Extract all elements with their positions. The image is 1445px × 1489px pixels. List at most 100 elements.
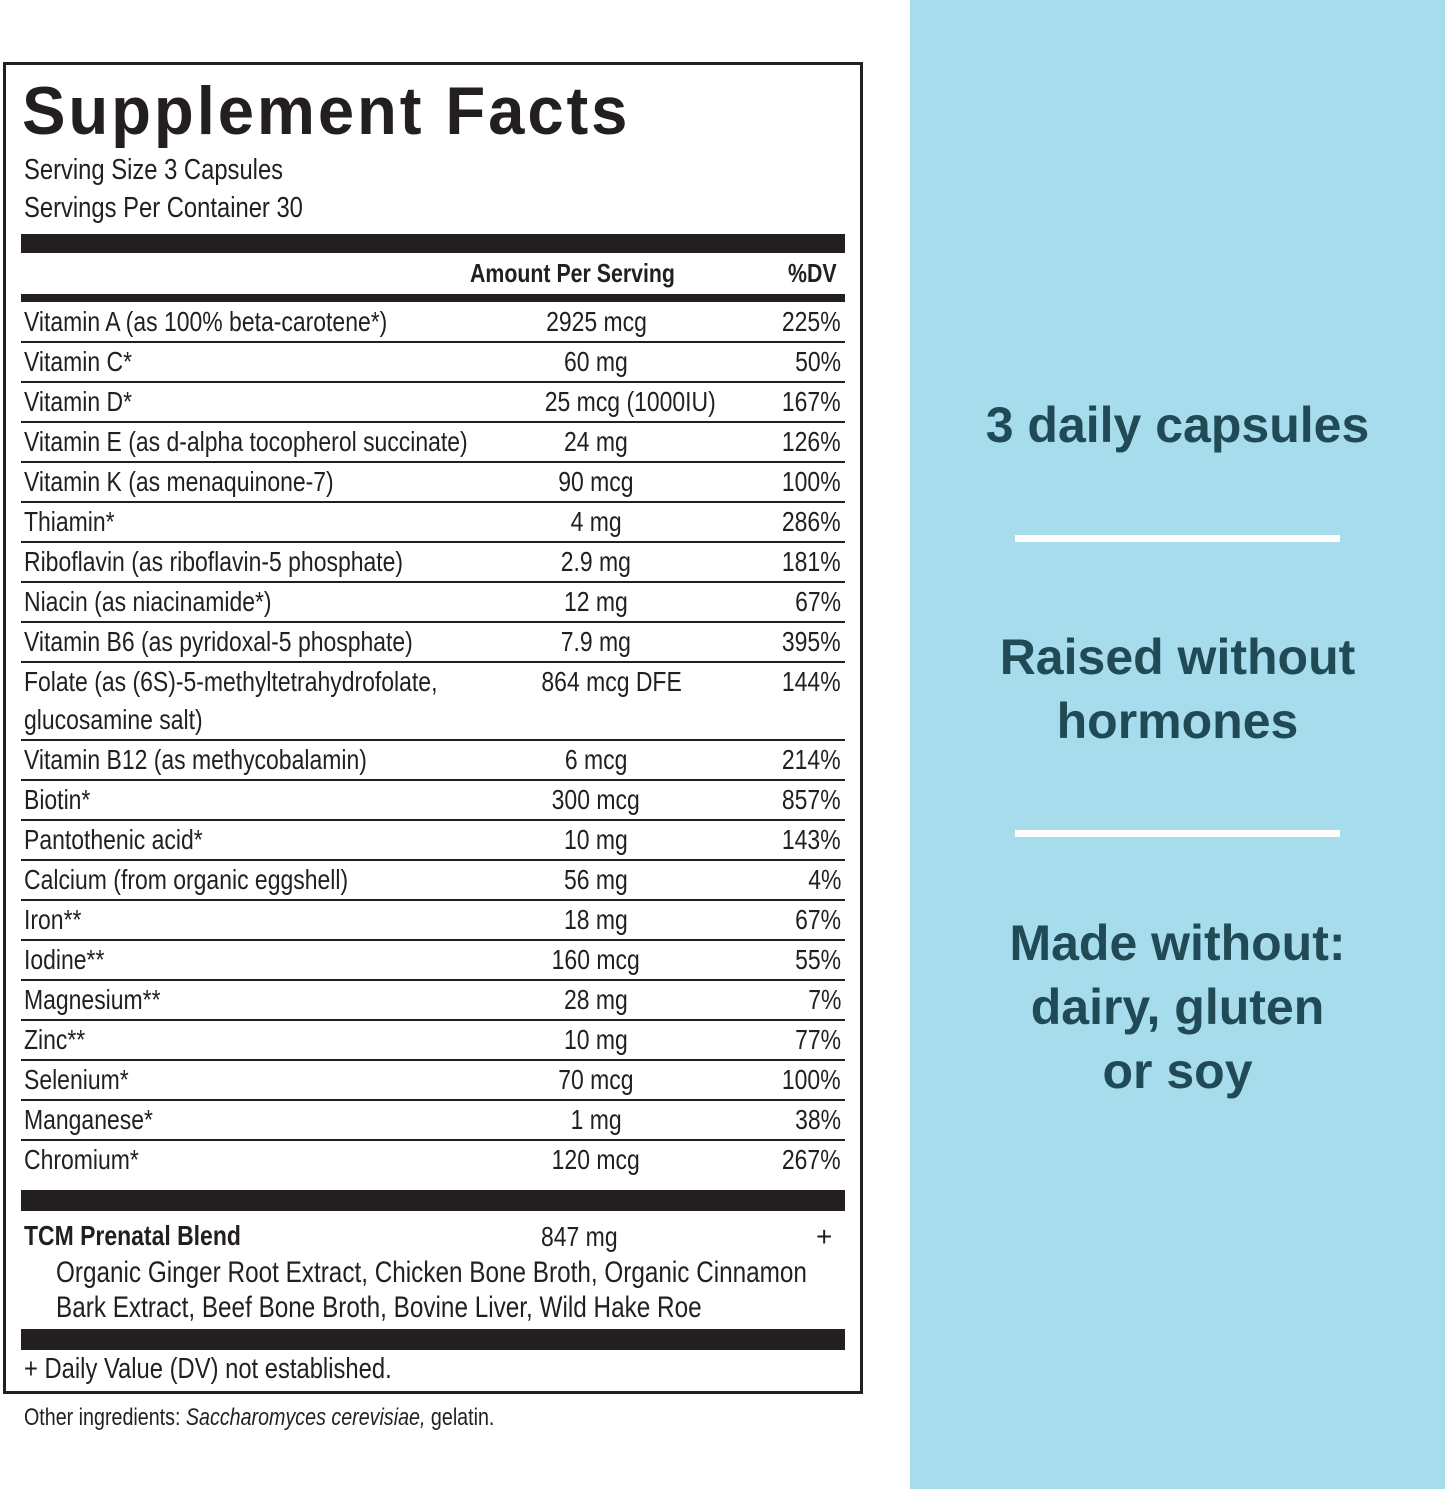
- dv-text: 50%: [795, 346, 841, 377]
- claim: Raised without hormones: [999, 629, 1356, 749]
- daily-value: 267%: [769, 1141, 841, 1179]
- amount: 2.9 mg: [526, 543, 666, 581]
- dv-text: 100%: [782, 1064, 841, 1095]
- nutrient-row: Zinc** 10 mg 77%: [21, 1021, 845, 1061]
- amount-text: 25 mcg (1000IU): [544, 386, 716, 417]
- dv-text: 225%: [782, 306, 841, 337]
- dv-text: 38%: [795, 1104, 841, 1135]
- dv-text: 77%: [795, 1024, 841, 1055]
- amount-text: 28 mg: [564, 984, 628, 1015]
- amount: 56 mg: [526, 861, 666, 899]
- nutrient-rows: Vitamin A (as 100% beta-carotene*) 2925 m…: [21, 303, 845, 1179]
- nutrient-row: Vitamin K (as menaquinone-7) 90 mcg 100%: [21, 463, 845, 503]
- other-label: Other ingredients:: [24, 1404, 181, 1431]
- daily-value: 77%: [785, 1021, 841, 1059]
- amount: 864 mcg DFE: [526, 663, 681, 701]
- divider: [21, 1329, 845, 1350]
- nutrient-row: Vitamin B12 (as methycobalamin) 6 mcg 214%: [21, 741, 845, 781]
- blend-name: TCM Prenatal Blend: [24, 1220, 288, 1252]
- dv-text: 55%: [795, 944, 841, 975]
- amount: 24 mg: [526, 423, 666, 461]
- nutrient-name: Manganese*: [24, 1104, 153, 1135]
- nutrient-row: Niacin (as niacinamide*) 12 mg 67%: [21, 583, 845, 623]
- amount-text: 1 mg: [570, 1104, 622, 1135]
- nutrient-name: Zinc**: [24, 1024, 86, 1055]
- amount: 28 mg: [526, 981, 666, 1019]
- col-dv: %DV: [788, 258, 837, 288]
- daily-value: 50%: [785, 343, 841, 381]
- dv-text: 144%: [782, 666, 841, 697]
- nutrient-row: Iron** 18 mg 67%: [21, 901, 845, 941]
- nutrient-row: Selenium* 70 mcg 100%: [21, 1061, 845, 1101]
- dv-text: 67%: [795, 904, 841, 935]
- nutrient-row: Calcium (from organic eggshell) 56 mg 4%: [21, 861, 845, 901]
- divider: [21, 234, 845, 253]
- daily-value: 126%: [769, 423, 841, 461]
- amount: 160 mcg: [526, 941, 666, 979]
- blend-ingredients: Organic Ginger Root Extract, Chicken Bon…: [56, 1256, 807, 1324]
- amount: 60 mg: [526, 343, 666, 381]
- amount-text: 7.9 mg: [560, 626, 632, 657]
- nutrient-name: Thiamin*: [24, 506, 115, 537]
- daily-value: 38%: [785, 1101, 841, 1139]
- nutrient-name: Biotin*: [24, 784, 91, 815]
- other-rest: gelatin.: [430, 1404, 495, 1431]
- amount-text: 4 mg: [570, 506, 622, 537]
- blend-amount: 847 mg: [541, 1221, 634, 1253]
- amount: 6 mcg: [526, 741, 666, 779]
- claim: Made without: dairy, gluten or soy: [1009, 915, 1346, 1099]
- divider: [21, 294, 845, 302]
- nutrient-name: Pantothenic acid*: [24, 824, 203, 855]
- title: Supplement Facts: [22, 73, 631, 149]
- nutrient-row: Vitamin A (as 100% beta-carotene*) 2925 m…: [21, 303, 845, 343]
- blend-name-text: TCM Prenatal Blend: [24, 1220, 241, 1251]
- serving-size-text: Serving Size 3 Capsules: [24, 154, 284, 186]
- amount-text: 2.9 mg: [560, 546, 632, 577]
- daily-value: 143%: [769, 821, 841, 859]
- nutrient-name: Vitamin D*: [24, 386, 133, 417]
- nutrient-name: Iron**: [24, 904, 82, 935]
- other-italic: Saccharomyces cerevisiae,: [185, 1404, 426, 1431]
- amount: 18 mg: [526, 901, 666, 939]
- nutrient-row: Vitamin E (as d-alpha tocopherol succina…: [21, 423, 845, 463]
- blend-amount-text: 847 mg: [541, 1221, 618, 1252]
- amount-text: 90 mcg: [558, 466, 634, 497]
- daily-value: 286%: [769, 503, 841, 541]
- nutrient-name: Selenium*: [24, 1064, 129, 1095]
- nutrient-row: Riboflavin (as riboflavin-5 phosphate) 2.…: [21, 543, 845, 583]
- nutrient-row: Folate (as (6S)-5-methyltetrahydrofolate…: [21, 663, 845, 741]
- daily-value: 67%: [785, 583, 841, 621]
- amount-text: 6 mcg: [564, 744, 628, 775]
- amount: 7.9 mg: [526, 623, 666, 661]
- nutrient-name: Folate (as (6S)-5-methyltetrahydrofolate…: [24, 666, 438, 735]
- daily-value: 167%: [769, 383, 841, 421]
- servings-text: Servings Per Container 30: [24, 192, 303, 224]
- dv-text: 126%: [782, 426, 841, 457]
- amount: 120 mcg: [526, 1141, 666, 1179]
- nutrient-name: Magnesium**: [24, 984, 161, 1015]
- divider: [21, 1190, 845, 1211]
- nutrient-name: Vitamin B12 (as methycobalamin): [24, 744, 367, 775]
- nutrient-name: Iodine**: [24, 944, 105, 975]
- blend-dv: +: [816, 1221, 833, 1252]
- amount: 90 mcg: [526, 463, 666, 501]
- nutrient-name: Vitamin B6 (as pyridoxal-5 phosphate): [24, 626, 413, 657]
- nutrient-row: Vitamin C* 60 mg 50%: [21, 343, 845, 383]
- dv-text: 100%: [782, 466, 841, 497]
- dv-text: 286%: [782, 506, 841, 537]
- dv-text: 214%: [782, 744, 841, 775]
- amount-text: 70 mcg: [558, 1064, 634, 1095]
- daily-value: 7%: [801, 981, 841, 1019]
- dv-text: 167%: [782, 386, 841, 417]
- nutrient-row: Pantothenic acid* 10 mg 143%: [21, 821, 845, 861]
- amount: 10 mg: [526, 821, 666, 859]
- nutrient-name: Vitamin K (as menaquinone-7): [24, 466, 334, 497]
- amount-text: 24 mg: [564, 426, 628, 457]
- nutrient-name: Vitamin A (as 100% beta-carotene*): [24, 306, 388, 337]
- amount-text: 120 mcg: [551, 1144, 641, 1175]
- dv-text: 4%: [807, 864, 841, 895]
- nutrient-row: Manganese* 1 mg 38%: [21, 1101, 845, 1141]
- nutrient-name: Vitamin E (as d-alpha tocopherol succina…: [24, 426, 468, 457]
- amount: 2925 mcg: [526, 303, 666, 341]
- serving-size: Serving Size 3 Capsules: [24, 154, 340, 187]
